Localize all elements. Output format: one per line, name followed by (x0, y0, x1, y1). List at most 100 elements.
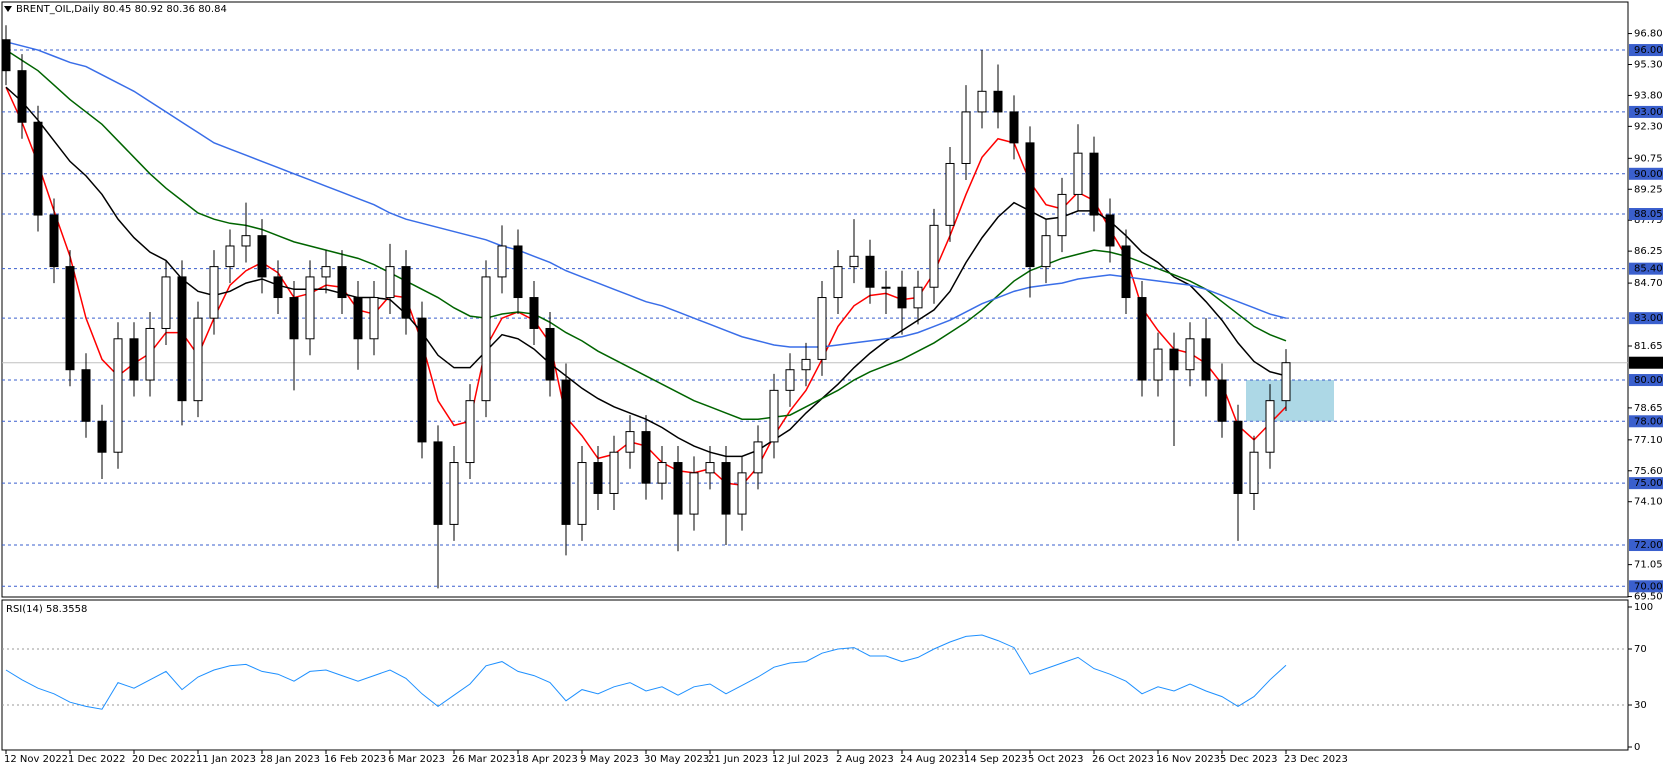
x-tick-label: 1 Dec 2022 (68, 754, 126, 765)
x-tick-label: 18 Apr 2023 (516, 754, 578, 765)
candle-body (241, 235, 251, 247)
candle-body (193, 317, 203, 402)
candle-body (881, 286, 891, 289)
candle-body (369, 297, 379, 340)
candle-body (433, 441, 443, 525)
rsi-pane (1, 599, 1629, 751)
y-tick-label: 77.10 (1634, 435, 1663, 446)
candle-body (529, 297, 539, 329)
x-tick-label: 16 Nov 2023 (1156, 754, 1220, 765)
level-label-box (1629, 539, 1663, 552)
level-label-box (1629, 262, 1663, 275)
candle-body (209, 266, 219, 319)
x-tick-label: 16 Feb 2023 (324, 754, 386, 765)
candle-body (945, 162, 955, 226)
x-tick-label: 28 Jan 2023 (260, 754, 320, 765)
x-tick-label: 9 May 2023 (580, 754, 639, 765)
candle-body (1153, 348, 1163, 381)
level-label: 72.00 (1634, 540, 1663, 551)
candle-body (817, 297, 827, 360)
moving-average (5, 49, 1287, 420)
level-label-box (1629, 477, 1663, 490)
candle-body (897, 286, 907, 309)
level-label-box (1629, 105, 1663, 118)
candle-body (833, 266, 843, 299)
menu-arrow (4, 6, 12, 12)
x-tick-label: 6 Mar 2023 (388, 754, 445, 765)
candle-body (97, 420, 107, 453)
candle-body (65, 266, 75, 371)
x-tick-label: 5 Dec 2023 (1220, 754, 1278, 765)
candle-body (1201, 338, 1211, 381)
level-label: 93.00 (1634, 107, 1663, 118)
candle-body (225, 245, 235, 268)
candle-body (801, 358, 811, 371)
candle-body (417, 317, 427, 443)
rsi-title: RSI(14) 58.3558 (6, 604, 87, 615)
candle-body (929, 224, 939, 288)
candle-body (1105, 214, 1115, 247)
x-tick-label: 23 Dec 2023 (1284, 754, 1348, 765)
y-tick-label: 92.30 (1634, 121, 1663, 132)
candle-body (17, 70, 27, 123)
candle-body (705, 462, 715, 474)
candle-body (609, 451, 619, 494)
y-tick-label: 90.75 (1634, 153, 1663, 164)
candle-body (1041, 235, 1051, 268)
level-label-box (1629, 208, 1663, 221)
candle-body (33, 121, 43, 216)
level-label-box (1629, 415, 1663, 428)
last-price-label: 80.84 (1634, 358, 1663, 369)
x-tick-label: 5 Oct 2023 (1028, 754, 1083, 765)
candle-body (465, 400, 475, 464)
candle-body (993, 90, 1003, 113)
candle-body (145, 327, 155, 381)
candle-body (177, 276, 187, 402)
candle-body (673, 462, 683, 515)
y-tick-label: 75.60 (1634, 466, 1663, 477)
candle-body (513, 245, 523, 299)
candle-body (1265, 400, 1275, 453)
candle-body (161, 276, 171, 329)
candle-body (1, 39, 11, 72)
candle-body (641, 431, 651, 484)
candle-body (1025, 142, 1035, 268)
level-label-box (1629, 580, 1663, 593)
candle-body (353, 297, 363, 340)
candle-body (785, 369, 795, 391)
candle-body (273, 276, 283, 299)
y-tick-label: 74.10 (1634, 497, 1663, 508)
candle-body (625, 431, 635, 453)
candle-body (1281, 362, 1291, 402)
candle-body (769, 389, 779, 443)
level-label: 70.00 (1634, 581, 1663, 592)
candle-body (593, 462, 603, 494)
x-tick-label: 11 Jan 2023 (196, 754, 256, 765)
level-label: 96.00 (1634, 45, 1663, 56)
candle-body (721, 462, 731, 515)
x-tick-label: 2 Aug 2023 (836, 754, 894, 765)
x-tick-label: 20 Dec 2022 (132, 754, 196, 765)
candle-body (865, 255, 875, 288)
level-label-box (1629, 44, 1663, 57)
main-pane (1, 1, 1629, 598)
candle-body (337, 266, 347, 299)
chart-title: BRENT_OIL,Daily 80.45 80.92 80.36 80.84 (16, 4, 227, 15)
candle-body (1185, 338, 1195, 371)
y-tick-label: 81.65 (1634, 341, 1663, 352)
y-tick-label: 71.05 (1634, 560, 1663, 571)
y-tick-label: 89.25 (1634, 184, 1663, 195)
candle-body (497, 245, 507, 278)
candle-body (689, 472, 699, 515)
candle-body (257, 235, 267, 278)
candle-body (1169, 348, 1179, 371)
y-tick-label: 84.70 (1634, 278, 1663, 289)
level-label-box (1629, 312, 1663, 325)
y-tick-label: 93.80 (1634, 90, 1663, 101)
y-tick-label: 95.30 (1634, 59, 1663, 70)
candle-body (481, 276, 491, 402)
candle-body (1089, 152, 1099, 216)
rsi-tick-label: 100 (1634, 602, 1653, 613)
level-label-box (1629, 374, 1663, 387)
